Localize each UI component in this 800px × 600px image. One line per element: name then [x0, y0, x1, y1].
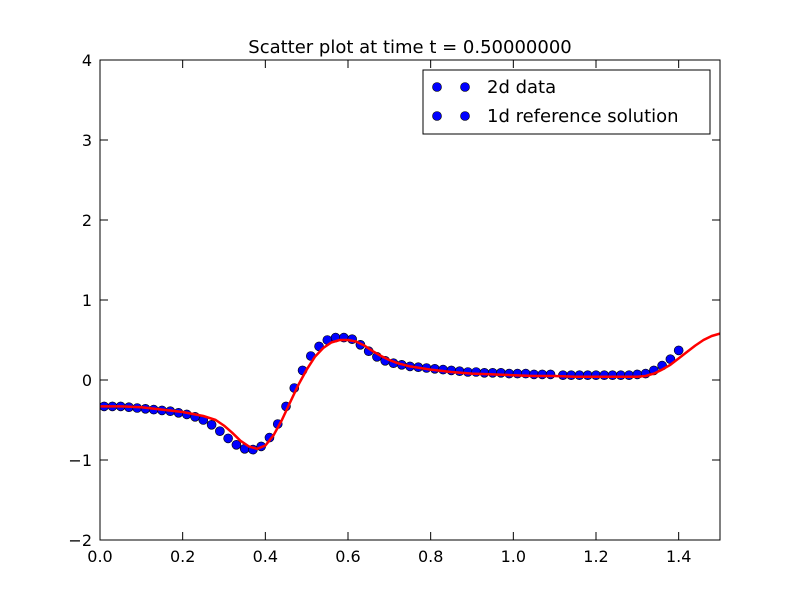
data-point-2d	[223, 433, 233, 444]
x-tick-label: 1.2	[583, 547, 608, 566]
legend: 2d data 1d reference solution	[422, 69, 711, 135]
data-point-2d	[624, 370, 634, 381]
data-point-2d	[607, 370, 618, 381]
y-tick-label: 0	[82, 371, 92, 390]
chart-title: Scatter plot at time t = 0.50000000	[248, 37, 571, 58]
y-tick-label: 4	[82, 51, 92, 70]
x-tick-label: 0.4	[253, 547, 278, 566]
data-point-2d	[471, 367, 481, 377]
x-tick-label: 1.0	[501, 547, 526, 566]
x-tick-label: 0.0	[87, 547, 112, 566]
data-point-2d	[566, 370, 577, 381]
data-point-2d	[537, 369, 548, 380]
data-point-2d	[487, 367, 498, 378]
data-point-2d	[231, 439, 242, 450]
data-point-2d	[582, 370, 593, 381]
data-point-2d	[599, 370, 610, 381]
x-tick-label: 1.4	[666, 547, 691, 566]
data-point-2d	[206, 419, 217, 430]
data-point-2d	[673, 345, 684, 356]
legend-marker-1d-reference	[460, 111, 470, 121]
data-point-2d	[615, 370, 626, 381]
y-tick-label: 1	[82, 291, 92, 310]
series-layer	[100, 332, 720, 455]
legend-entry-1d-reference: 1d reference solution	[432, 106, 679, 127]
legend-marker-2d-data	[460, 82, 470, 92]
reference-solution-line	[100, 332, 720, 451]
y-tick-label: −1	[68, 451, 92, 470]
legend-marker-1d-reference	[432, 111, 442, 121]
x-axis: 0.0 0.2 0.4 0.6 0.8 1.0 1.2 1.4	[87, 60, 691, 566]
data-point-2d	[574, 370, 585, 381]
data-point-2d	[504, 368, 515, 379]
plot-area: 0.0 0.2 0.4 0.6 0.8 1.0 1.2 1.4 −2 −1 0 1 2 3 4	[68, 51, 721, 566]
data-point-2d	[591, 370, 601, 381]
data-point-2d	[512, 368, 523, 379]
y-axis: −2 −1 0 1 2 3 4	[68, 51, 720, 550]
legend-label-2d-data: 2d data	[487, 77, 556, 98]
y-tick-label: −2	[68, 531, 92, 550]
data-point-2d	[529, 369, 539, 380]
x-tick-label: 0.8	[418, 547, 443, 566]
legend-entry-2d-data: 2d data	[432, 77, 556, 98]
x-tick-label: 0.6	[335, 547, 360, 566]
x-tick-label: 0.2	[170, 547, 195, 566]
legend-label-1d-reference: 1d reference solution	[487, 106, 679, 127]
data-point-2d	[215, 426, 225, 437]
data-point-2d	[545, 369, 556, 380]
legend-marker-2d-data	[432, 82, 442, 92]
y-tick-label: 2	[82, 211, 92, 230]
y-tick-label: 3	[82, 131, 92, 150]
legend-box	[422, 69, 711, 135]
